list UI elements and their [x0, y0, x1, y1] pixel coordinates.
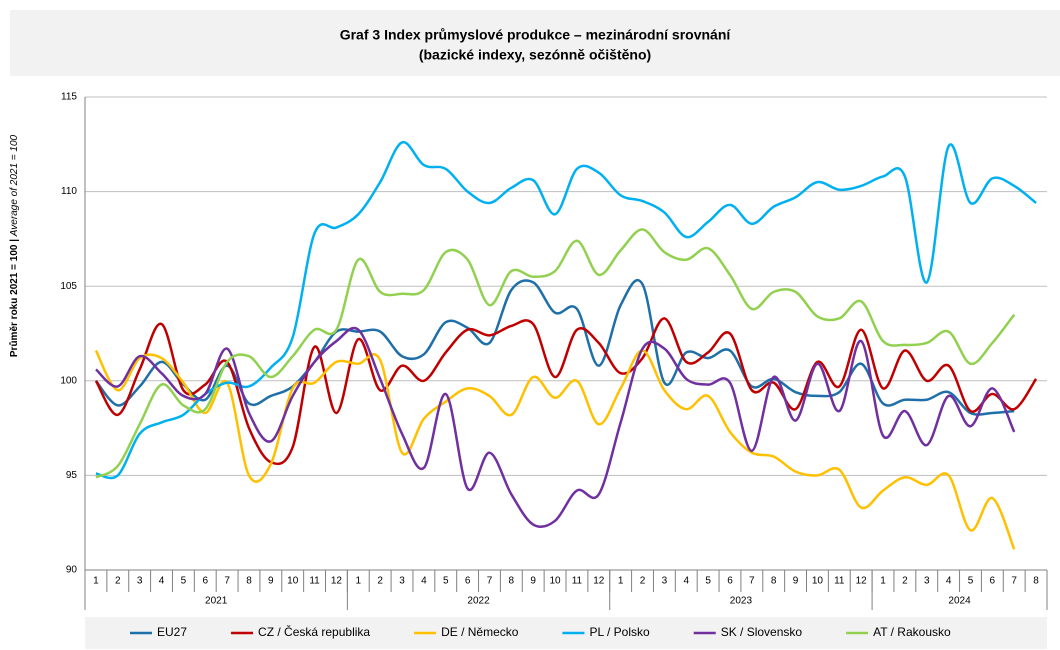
x-tick-label: 8	[771, 576, 777, 587]
y-axis-label: Průměr roku 2021 = 100 | Average of 2021…	[8, 134, 20, 357]
x-tick-label: 9	[793, 576, 799, 587]
x-tick-label: 7	[1011, 576, 1017, 587]
x-tick-label: 8	[246, 576, 252, 587]
legend-label: AT / Rakousko	[873, 625, 951, 639]
x-tick-label: 7	[224, 576, 230, 587]
x-tick-label: 4	[946, 576, 952, 587]
x-tick-label: 11	[834, 576, 845, 587]
x-tick-label: 4	[683, 576, 689, 587]
x-tick-label: 11	[309, 576, 320, 587]
year-label: 2023	[730, 596, 753, 607]
y-tick-label: 115	[61, 92, 77, 103]
series-line	[94, 349, 1016, 550]
x-tick-label: 11	[572, 576, 583, 587]
x-tick-label: 10	[812, 576, 824, 587]
x-tick-label: 2	[902, 576, 908, 587]
title-box	[10, 10, 1060, 76]
x-tick-label: 2	[115, 576, 121, 587]
legend-label: DE / Německo	[441, 625, 519, 639]
x-tick-label: 5	[443, 576, 449, 587]
x-tick-label: 6	[465, 576, 471, 587]
y-tick-label: 90	[66, 565, 78, 576]
x-tick-label: 1	[356, 576, 362, 587]
chart-title: Graf 3 Index průmyslové produkce – mezin…	[340, 27, 732, 43]
series-line	[94, 317, 1038, 466]
x-tick-label: 2	[377, 576, 383, 587]
x-tick-label: 9	[530, 576, 536, 587]
series-line	[95, 141, 1037, 480]
x-tick-label: 10	[550, 576, 562, 587]
x-tick-label: 1	[93, 576, 99, 587]
year-label: 2024	[948, 596, 971, 607]
x-tick-label: 7	[487, 576, 493, 587]
x-tick-label: 1	[880, 576, 886, 587]
series-line	[94, 278, 1015, 416]
y-label-en: Average of 2021 = 100	[9, 134, 20, 237]
x-tick-label: 5	[181, 576, 187, 587]
y-tick-label: 100	[60, 375, 77, 386]
x-tick-label: 2	[640, 576, 646, 587]
x-tick-label: 6	[727, 576, 733, 587]
y-label-cz: Průměr roku 2021 = 100 |	[8, 239, 20, 357]
series-line	[95, 326, 1016, 529]
legend-label: CZ / Česká republika	[258, 624, 370, 639]
series-line	[95, 228, 1016, 479]
x-tick-label: 4	[421, 576, 427, 587]
x-tick-label: 5	[968, 576, 974, 587]
x-tick-label: 8	[1033, 576, 1039, 587]
x-tick-label: 5	[705, 576, 711, 587]
x-tick-label: 1	[618, 576, 624, 587]
legend-label: SK / Slovensko	[721, 625, 803, 639]
year-label: 2022	[467, 596, 490, 607]
y-tick-label: 95	[66, 470, 78, 481]
x-tick-label: 8	[509, 576, 515, 587]
x-tick-label: 12	[856, 576, 868, 587]
x-tick-label: 3	[137, 576, 143, 587]
x-tick-label: 3	[924, 576, 930, 587]
x-tick-label: 6	[990, 576, 996, 587]
x-tick-label: 7	[749, 576, 755, 587]
y-tick-label: 110	[61, 186, 77, 197]
x-tick-label: 3	[662, 576, 668, 587]
year-label: 2021	[205, 596, 228, 607]
x-tick-label: 9	[268, 576, 274, 587]
x-tick-label: 12	[331, 576, 343, 587]
x-tick-label: 4	[159, 576, 165, 587]
legend-label: EU27	[157, 625, 187, 639]
chart-subtitle: (bazické indexy, sezónně očištěno)	[419, 47, 651, 63]
x-tick-label: 6	[202, 576, 208, 587]
y-tick-label: 105	[60, 281, 77, 292]
x-tick-label: 10	[287, 576, 299, 587]
x-tick-label: 12	[593, 576, 605, 587]
legend-label: PL / Polsko	[589, 625, 650, 639]
x-tick-label: 3	[399, 576, 405, 587]
